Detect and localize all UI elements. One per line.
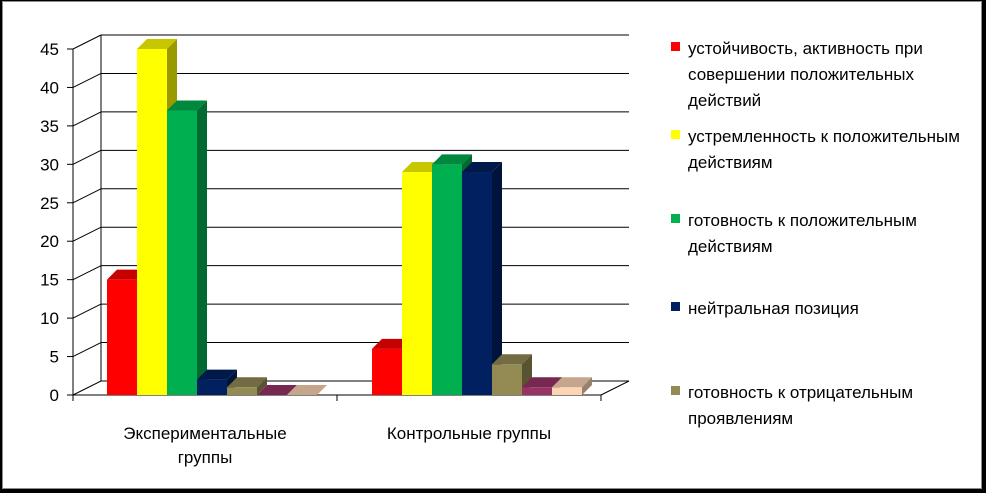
side-wall-line <box>72 111 102 127</box>
bar-top <box>257 385 297 395</box>
y-tick-label: 20 <box>40 232 59 251</box>
y-tick-label: 25 <box>40 194 59 213</box>
side-wall-line <box>72 265 102 281</box>
bar-front <box>107 279 137 395</box>
y-tick-label: 35 <box>40 117 59 136</box>
x-category-label: группы <box>178 448 233 467</box>
legend-item: готовность к положительным действиям <box>671 208 971 260</box>
legend-label: нейтральная позиция <box>688 299 859 318</box>
bar-side <box>257 377 267 395</box>
legend-label: готовность к отрицательным проявлениям <box>688 383 914 428</box>
bar-top <box>287 385 327 395</box>
bar-top <box>522 377 562 388</box>
bar-front <box>552 387 582 395</box>
y-tick-label: 45 <box>40 40 59 59</box>
bar-top <box>227 377 267 388</box>
bar-side <box>492 162 502 395</box>
legend-item: устойчивость, активность при совершении … <box>671 36 971 114</box>
legend-swatch <box>671 302 680 311</box>
legend-swatch <box>671 130 680 139</box>
bar-top <box>167 100 207 111</box>
legend-label: готовность к положительным действиям <box>688 211 917 256</box>
y-tick-label: 10 <box>40 309 59 328</box>
bar-top <box>197 369 237 380</box>
side-wall-line <box>72 149 102 165</box>
y-tick-label: 0 <box>50 386 59 405</box>
bar-front <box>372 348 402 395</box>
bar-front <box>167 110 197 395</box>
side-wall-line <box>72 303 102 319</box>
y-tick-label: 30 <box>40 155 59 174</box>
bar-top <box>432 154 472 165</box>
bar-side <box>582 377 592 395</box>
side-wall-line <box>72 188 102 204</box>
bar-front <box>227 387 257 395</box>
bar-front <box>492 364 522 395</box>
legend-item: нейтральная позиция <box>671 296 971 322</box>
y-tick-label: 5 <box>50 348 59 367</box>
bar-front <box>402 172 432 395</box>
floor-right-edge <box>600 380 630 396</box>
legend-swatch <box>671 42 680 51</box>
bar-top <box>492 354 532 365</box>
y-tick-label: 15 <box>40 271 59 290</box>
side-wall-line <box>72 72 102 88</box>
side-wall-line <box>72 34 102 50</box>
bar-front <box>197 379 227 395</box>
legend-swatch <box>671 214 680 223</box>
x-category-label: Экспериментальные <box>123 424 286 443</box>
bar-top <box>137 39 177 49</box>
side-wall-line <box>72 380 102 396</box>
bar-side <box>197 100 207 395</box>
bar-front <box>432 164 462 395</box>
legend-item: готовность к отрицательным проявлениям <box>671 380 971 432</box>
bar-top <box>462 162 502 173</box>
side-wall-line <box>72 226 102 242</box>
bar-front <box>137 49 167 395</box>
x-category-label: Контрольные группы <box>387 424 551 443</box>
bar-top <box>552 377 592 388</box>
legend-label: устремленность к положительным действиям <box>688 127 960 172</box>
bar-front <box>522 387 552 395</box>
legend-swatch <box>671 386 680 395</box>
side-wall-line <box>72 342 102 358</box>
chart-plot: 0 5 10 15 20 25 30 35 40 45 Экспериментальные групп… <box>40 34 630 467</box>
y-tick-label: 40 <box>40 78 59 97</box>
bar-front <box>462 172 492 395</box>
legend-item: устремленность к положительным действиям <box>671 124 971 176</box>
legend-label: устойчивость, активность при совершении … <box>688 39 923 110</box>
